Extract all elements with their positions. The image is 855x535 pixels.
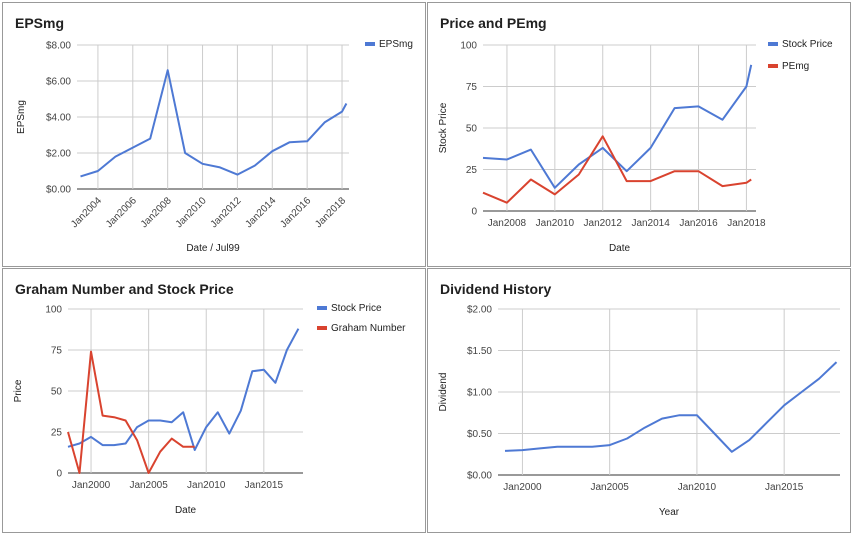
y-tick-label: 50 (466, 124, 478, 135)
x-axis-label: Year (659, 507, 680, 518)
y-tick-label: $1.00 (467, 388, 492, 399)
y-tick-label: $1.50 (467, 346, 492, 357)
y-tick-label: $6.00 (46, 77, 71, 88)
x-tick-label: Jan2000 (503, 482, 542, 493)
x-axis-label: Date (609, 243, 631, 254)
x-tick-label: Jan2010 (536, 218, 575, 229)
x-tick-label: Jan2015 (245, 480, 284, 491)
x-tick-label: Jan2018 (727, 218, 766, 229)
y-tick-label: 75 (466, 82, 478, 93)
series-line-stock-price (482, 64, 753, 189)
y-tick-label: 50 (51, 387, 63, 398)
series-line-pemg (482, 135, 752, 204)
legend-label: Graham Number (331, 323, 406, 334)
chart-title: Dividend History (440, 281, 552, 297)
x-tick-label: Jan2005 (590, 482, 629, 493)
series-line-0 (504, 361, 838, 453)
chart-svg: $0.00 $0.50 $1.00 $1.50 $2.00 Jan2000 Jan2005 J… (438, 305, 840, 518)
legend-swatch (365, 42, 375, 46)
chart-title: Graham Number and Stock Price (15, 281, 234, 297)
x-tick-label: Jan2012 (209, 195, 244, 230)
y-tick-label: 0 (56, 469, 62, 480)
x-tick-label: Jan2010 (678, 482, 717, 493)
x-axis-label: Date / Jul99 (186, 243, 240, 254)
chart-panel-graham: Graham Number and Stock Price 0 25 50 75 100… (2, 268, 426, 533)
x-tick-label: Jan2016 (679, 218, 718, 229)
x-tick-label: Jan2008 (488, 218, 527, 229)
legend-label: PEmg (782, 61, 809, 72)
chart-title: EPSmg (15, 15, 65, 31)
x-tick-label: Jan2004 (69, 195, 104, 230)
x-tick-label: Jan2000 (72, 480, 111, 491)
legend-swatch (768, 64, 778, 68)
y-tick-label: 25 (51, 428, 63, 439)
y-tick-label: $8.00 (46, 41, 71, 52)
legend-label: Stock Price (331, 303, 382, 314)
legend-swatch (317, 306, 327, 310)
y-tick-label: $4.00 (46, 113, 71, 124)
y-tick-label: $2.00 (46, 149, 71, 160)
y-tick-label: $2.00 (467, 305, 492, 316)
series-line-graham-number (67, 350, 195, 474)
y-tick-label: 0 (471, 207, 477, 218)
legend-label: Stock Price (782, 39, 833, 50)
x-tick-label: Jan2012 (584, 218, 623, 229)
series-line-epsmg (80, 69, 348, 178)
x-tick-label: Jan2006 (104, 195, 139, 230)
legend-label: EPSmg (379, 39, 413, 50)
legend-swatch (317, 326, 327, 330)
x-tick-label: Jan2014 (243, 195, 278, 230)
x-tick-label: Jan2010 (187, 480, 226, 491)
chart-svg: 0 25 50 75 100 Jan2008 Jan2010 Jan2012 Jan2014 Ja… (438, 39, 833, 254)
x-tick-label: Jan2014 (631, 218, 670, 229)
y-axis-label: Dividend (438, 373, 449, 412)
x-tick-label: Jan2008 (139, 195, 174, 230)
y-axis-label: EPSmg (16, 100, 27, 134)
y-tick-label: $0.50 (467, 429, 492, 440)
series-line-stock-price (67, 328, 300, 451)
chart-svg: 0 25 50 75 100 Jan2000 Jan2005 Jan2010 Jan2015 Da… (13, 303, 406, 516)
x-tick-label: Jan2018 (313, 195, 348, 230)
y-axis-label: Price (13, 379, 24, 402)
y-tick-label: 100 (460, 41, 477, 52)
y-tick-label: 75 (51, 346, 63, 357)
x-tick-label: Jan2005 (129, 480, 168, 491)
x-tick-label: Jan2010 (174, 195, 209, 230)
y-tick-label: $0.00 (467, 471, 492, 482)
chart-panel-price-pemg: Price and PEmg 0 25 50 75 100 Jan2008 Jan2010 J… (427, 2, 851, 267)
legend-swatch (768, 42, 778, 46)
x-tick-label: Jan2016 (278, 195, 313, 230)
y-tick-label: $0.00 (46, 185, 71, 196)
y-tick-label: 25 (466, 165, 478, 176)
chart-panel-epsmg: EPSmg $0.00 $2.00 $4.00 $6.00 $8.00 Jan2004 Ja… (2, 2, 426, 267)
y-axis-label: Stock Price (438, 102, 449, 153)
chart-panel-dividend: Dividend History $0.00 $0.50 $1.00 $1.50 $2.… (427, 268, 851, 533)
chart-title: Price and PEmg (440, 15, 547, 31)
x-tick-label: Jan2015 (765, 482, 804, 493)
x-axis-label: Date (175, 505, 197, 516)
y-tick-label: 100 (45, 305, 62, 316)
